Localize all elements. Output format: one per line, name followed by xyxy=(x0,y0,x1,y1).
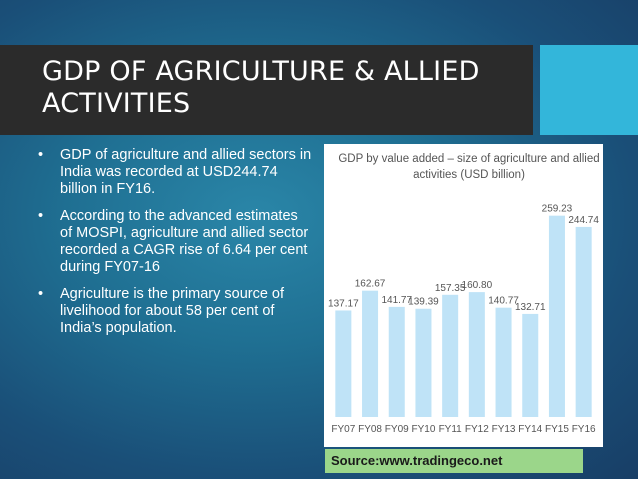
bar-value-label: 160.80 xyxy=(462,280,493,291)
chart-title-line-2: activities (USD billion) xyxy=(413,169,525,181)
bar-fy16 xyxy=(575,226,592,417)
bullet-dot: • xyxy=(38,147,44,163)
x-tick-label: FY15 xyxy=(545,424,569,435)
bar-value-label: 132.71 xyxy=(515,302,546,313)
chart-svg: GDP by value added – size of agriculture… xyxy=(328,153,600,435)
x-tick-label: FY16 xyxy=(572,424,596,435)
gdp-bar-chart: GDP by value added – size of agriculture… xyxy=(324,144,603,447)
bar-value-label: 259.23 xyxy=(542,204,573,215)
bar-value-label: 157.35 xyxy=(435,283,466,294)
bar-fy15 xyxy=(548,215,565,417)
bar-fy12 xyxy=(468,292,485,417)
bar-fy13 xyxy=(495,307,512,417)
bar-value-label: 162.67 xyxy=(355,279,386,290)
bullet-item: • According to the advanced estimates of … xyxy=(38,208,313,276)
x-tick-label: FY10 xyxy=(411,424,435,435)
bullet-text: Agriculture is the primary source of liv… xyxy=(60,286,285,336)
accent-square xyxy=(540,45,638,135)
title-bar xyxy=(0,45,533,135)
bullet-dot: • xyxy=(38,208,44,224)
bullet-dot: • xyxy=(38,286,44,302)
bullet-text: GDP of agriculture and allied sectors in… xyxy=(60,147,312,197)
bar-series: 137.17 FY07 162.67 FY08 141.77 FY09 139.39 FY10… xyxy=(328,204,599,435)
bullet-item: • GDP of agriculture and allied sectors i… xyxy=(38,147,313,198)
bar-value-label: 140.77 xyxy=(488,296,519,307)
x-tick-label: FY08 xyxy=(358,424,382,435)
chart-title-line-1: GDP by value added – size of agriculture… xyxy=(338,153,599,165)
bar-fy14 xyxy=(522,313,539,417)
x-tick-label: FY11 xyxy=(439,424,463,435)
x-tick-label: FY14 xyxy=(518,424,542,435)
bar-fy11 xyxy=(442,294,459,417)
bar-value-label: 244.74 xyxy=(568,215,599,226)
slide-title: GDP OF AGRICULTURE & ALLIED ACTIVITIES xyxy=(42,56,480,119)
bar-fy10 xyxy=(415,308,432,417)
x-tick-label: FY13 xyxy=(492,424,516,435)
source-caption: Source:www.tradingeco.net xyxy=(325,449,583,473)
bar-value-label: 139.39 xyxy=(408,297,439,308)
x-tick-label: FY09 xyxy=(385,424,409,435)
x-tick-label: FY07 xyxy=(331,424,355,435)
x-tick-label: FY12 xyxy=(465,424,489,435)
bar-value-label: 141.77 xyxy=(381,295,412,306)
bullet-text: According to the advanced estimates of M… xyxy=(60,208,309,275)
bar-value-label: 137.17 xyxy=(328,298,359,309)
bullet-item: • Agriculture is the primary source of li… xyxy=(38,286,313,337)
bar-fy07 xyxy=(335,310,352,417)
bar-fy09 xyxy=(388,306,405,417)
bar-fy08 xyxy=(362,290,379,417)
bullet-list: • GDP of agriculture and allied sectors i… xyxy=(38,147,313,347)
